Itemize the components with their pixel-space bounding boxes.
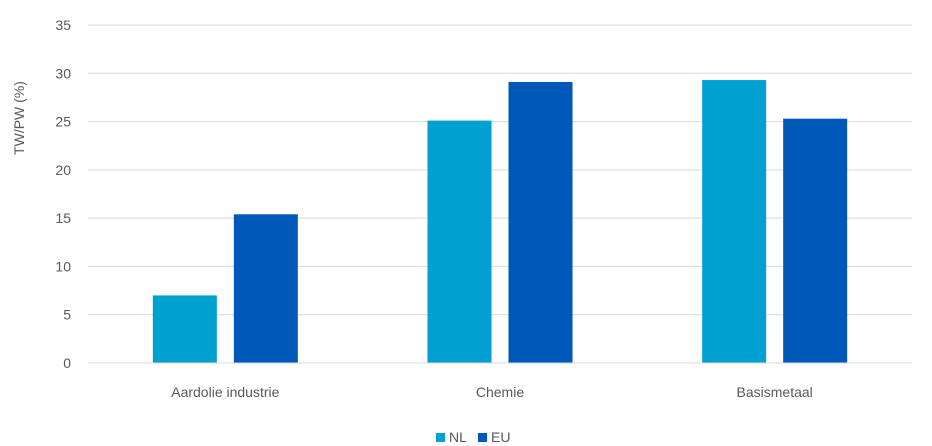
x-tick-label: Aardolie industrie — [171, 384, 279, 400]
y-tick-label: 15 — [55, 210, 71, 226]
bars — [152, 80, 848, 363]
y-axis-title: TW/PW (%) — [11, 81, 27, 155]
x-tick-label: Basismetaal — [737, 384, 813, 400]
bar-nl — [702, 80, 767, 363]
bar-nl — [152, 295, 217, 363]
bar-eu — [508, 81, 573, 363]
bar-eu — [783, 118, 848, 363]
y-tick-label: 0 — [63, 355, 71, 371]
y-tick-label: 20 — [55, 162, 71, 178]
x-tick-label: Chemie — [476, 384, 524, 400]
legend: NL EU — [436, 429, 510, 445]
y-tick-label: 10 — [55, 258, 71, 274]
legend-label-eu: EU — [491, 429, 510, 445]
bar-eu — [233, 214, 298, 363]
legend-swatch-nl — [436, 433, 445, 442]
y-tick-label: 5 — [63, 307, 71, 323]
gridlines — [88, 24, 912, 316]
y-axis-ticks: 0 5 10 15 20 25 30 35 — [55, 17, 71, 371]
legend-label-nl: NL — [449, 429, 467, 445]
y-tick-label: 30 — [55, 65, 71, 81]
bar-nl — [427, 120, 492, 363]
legend-swatch-eu — [478, 433, 487, 442]
y-tick-label: 35 — [55, 17, 71, 33]
y-tick-label: 25 — [55, 114, 71, 130]
x-axis-labels: Aardolie industrie Chemie Basismetaal — [171, 384, 813, 400]
